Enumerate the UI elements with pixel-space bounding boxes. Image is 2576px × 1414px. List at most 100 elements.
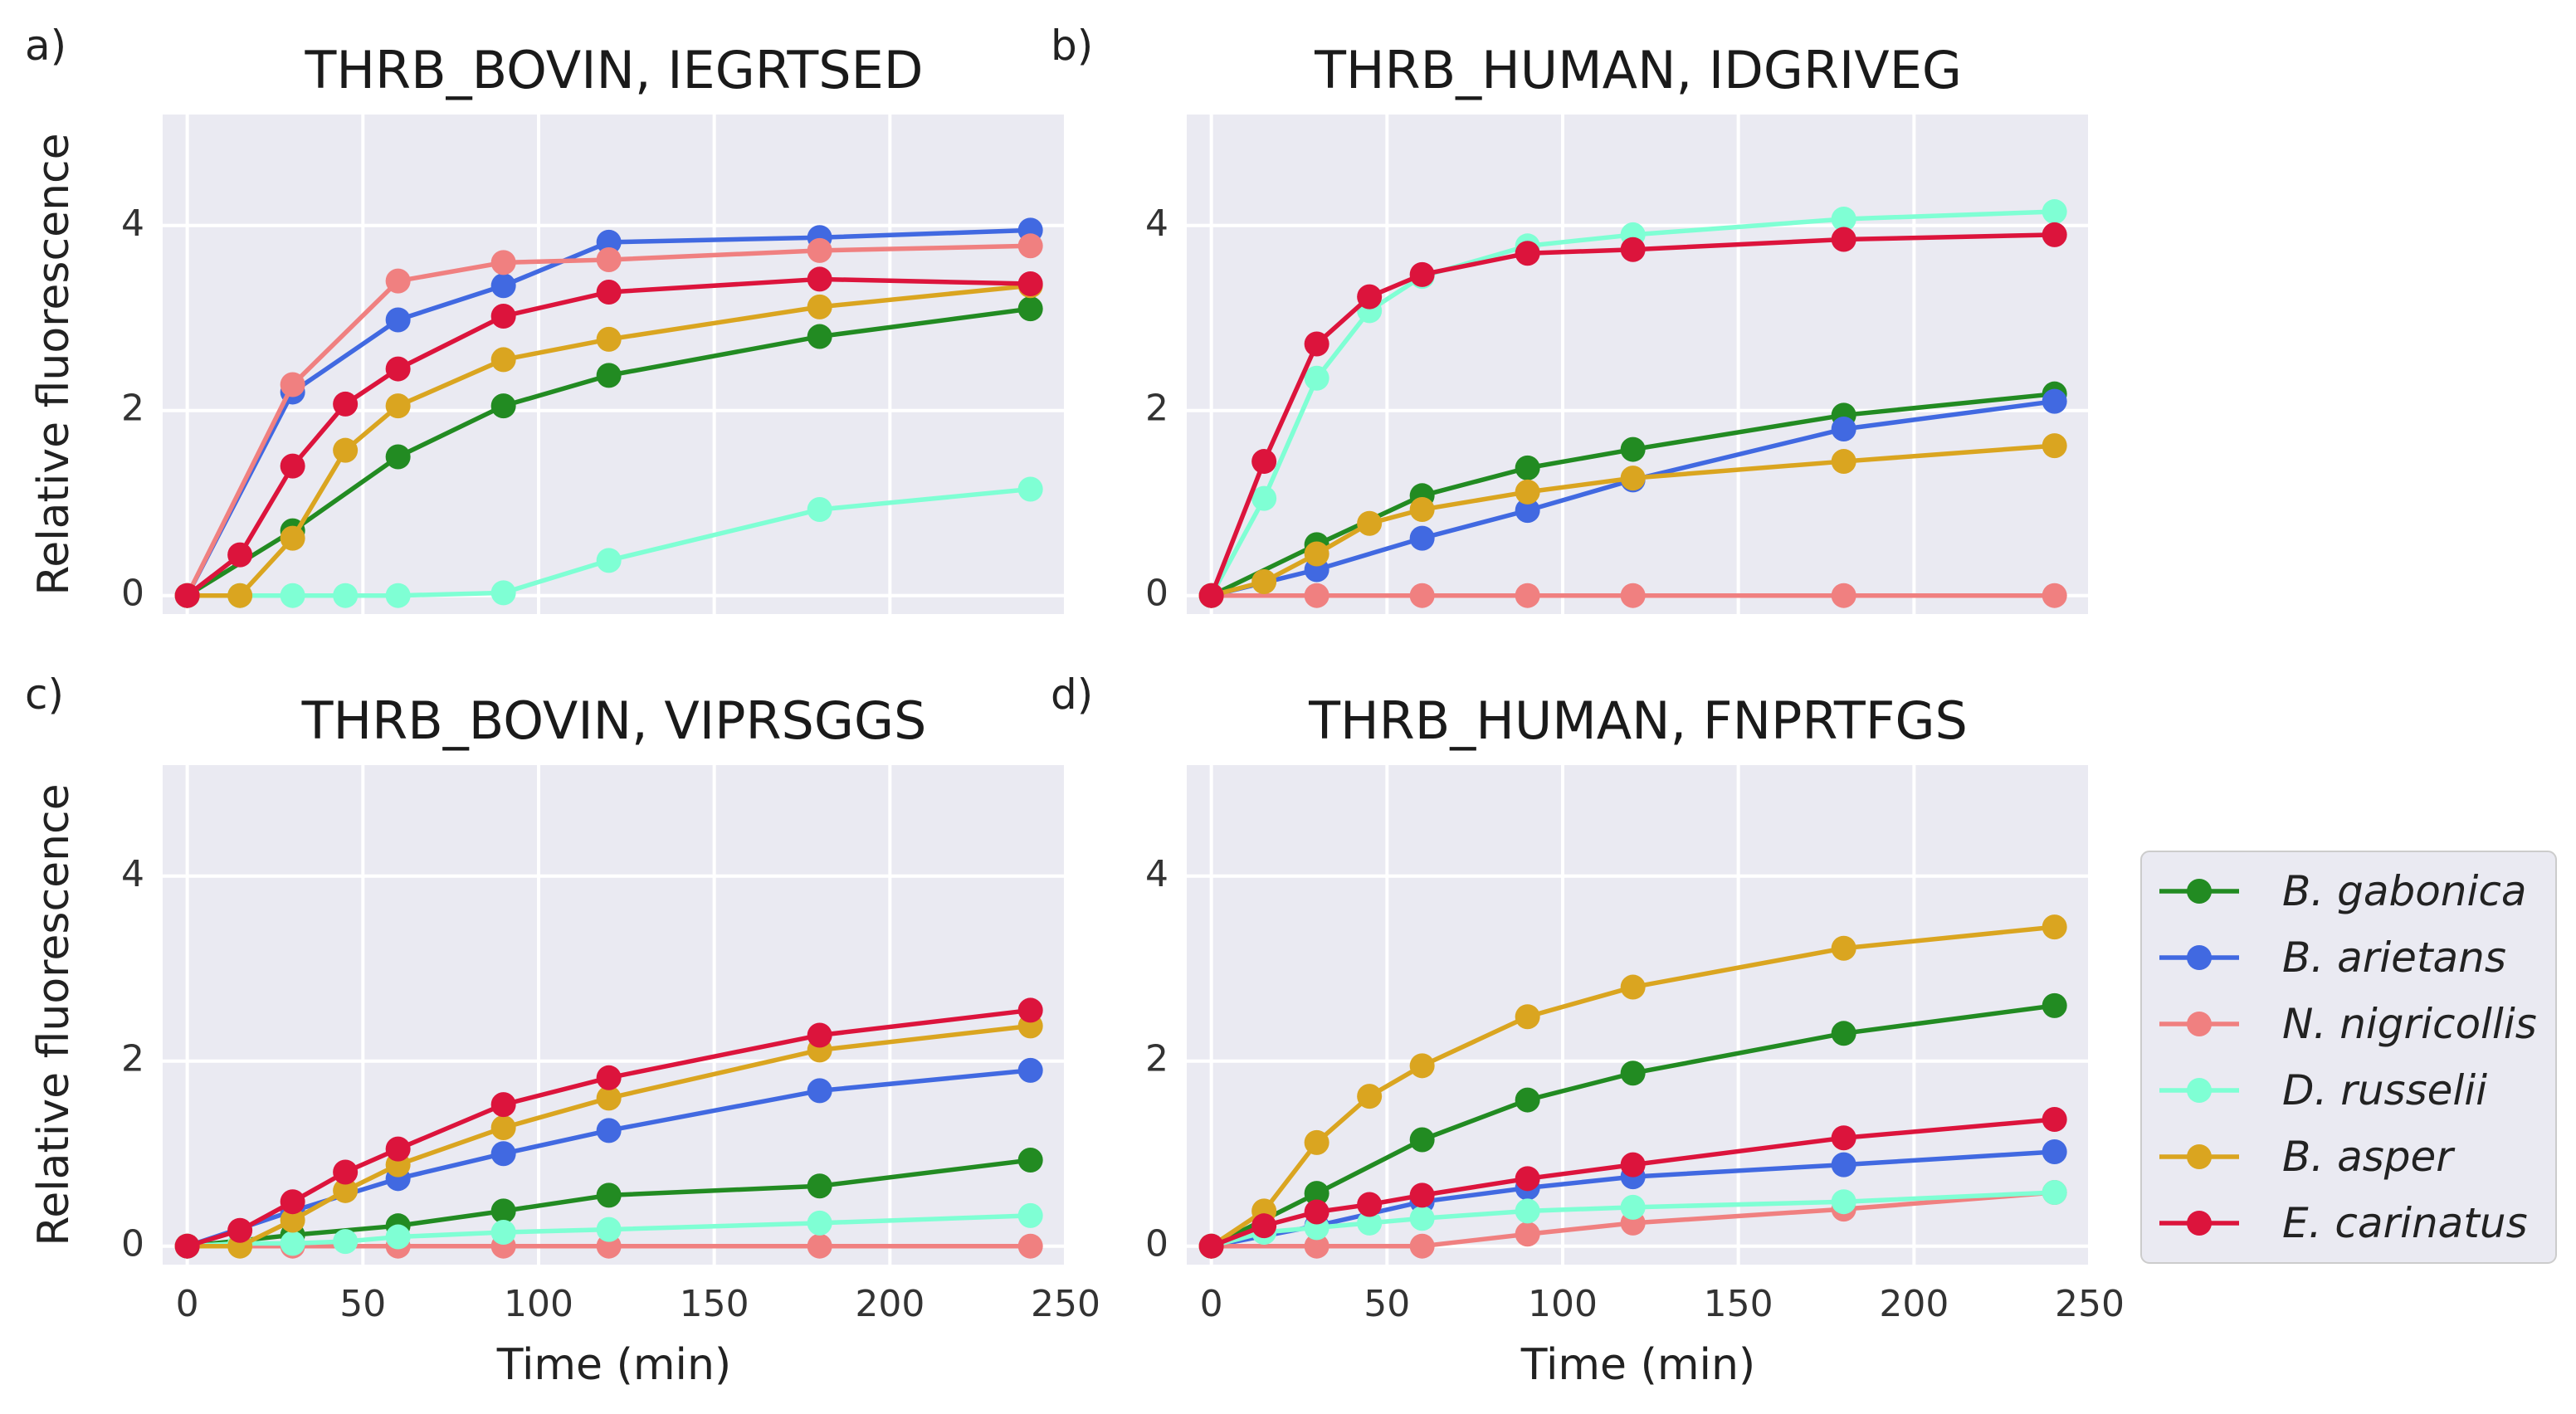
y-tick-label: 2: [121, 388, 144, 430]
legend-item: E. carinatus: [2159, 1199, 2528, 1247]
data-point: [280, 525, 305, 551]
data-point: [1515, 479, 1540, 505]
data-point: [1357, 284, 1383, 310]
data-point: [1831, 1125, 1856, 1151]
data-point: [1409, 1206, 1435, 1231]
data-point: [1304, 365, 1329, 391]
data-point: [596, 229, 622, 255]
legend-item: D. russelii: [2159, 1066, 2487, 1114]
panel-title: THRB_HUMAN, FNPRTFGS: [1308, 690, 1968, 751]
y-tick-label: 0: [1145, 1223, 1168, 1265]
data-point: [2042, 222, 2067, 247]
data-point: [1831, 1152, 1856, 1178]
panel-label: a): [25, 22, 66, 70]
panel-label: b): [1051, 22, 1093, 70]
legend-marker: [2187, 1078, 2212, 1103]
y-tick-label: 0: [121, 1223, 144, 1265]
data-point: [1017, 476, 1043, 502]
panel-title: THRB_BOVIN, IEGRTSED: [305, 40, 924, 100]
legend-marker: [2187, 879, 2212, 904]
data-point: [1357, 1084, 1383, 1109]
data-point: [1409, 1053, 1435, 1079]
data-point: [1620, 236, 1646, 262]
series-e-carinatus: [1198, 1106, 2067, 1259]
data-point: [1620, 1152, 1646, 1178]
data-point: [1251, 449, 1277, 475]
data-point: [1515, 1004, 1540, 1030]
panel-label: d): [1051, 670, 1093, 719]
legend-marker: [2187, 1012, 2212, 1036]
data-point: [490, 1092, 516, 1118]
data-point: [490, 1115, 516, 1141]
legend-item: B. arietans: [2159, 934, 2506, 982]
y-tick-label: 4: [1145, 853, 1168, 895]
data-point: [385, 268, 411, 294]
data-point: [596, 363, 622, 388]
data-point: [280, 1189, 305, 1215]
data-point: [333, 1178, 359, 1203]
data-point: [385, 583, 411, 608]
x-tick-label: 50: [1364, 1283, 1410, 1325]
y-axis-label: Relative fluorescence: [29, 783, 79, 1246]
data-point: [490, 304, 516, 329]
x-tick-label: 150: [680, 1283, 749, 1325]
data-point: [1409, 261, 1435, 287]
x-tick-label: 100: [504, 1283, 573, 1325]
x-tick-label: 250: [2055, 1283, 2125, 1325]
data-point: [596, 1182, 622, 1208]
data-point: [2042, 388, 2067, 414]
data-point: [1017, 1057, 1043, 1083]
data-point: [596, 1085, 622, 1111]
data-point: [807, 1078, 832, 1104]
data-point: [333, 391, 359, 417]
data-point: [1831, 417, 1856, 442]
data-point: [1357, 1210, 1383, 1236]
data-point: [1251, 1213, 1277, 1239]
x-tick-label: 200: [855, 1283, 925, 1325]
y-tick-label: 4: [1145, 202, 1168, 245]
series-e-carinatus: [174, 997, 1043, 1259]
data-point: [333, 583, 359, 608]
data-point: [1017, 296, 1043, 322]
panels-layer: 0 2 4 THRB_BOVIN, IEGRTSED a) Relative fluore…: [25, 22, 2125, 1390]
data-point: [1409, 1127, 1435, 1153]
data-point: [1409, 583, 1435, 608]
y-tick-label: 4: [121, 853, 144, 895]
data-point: [1620, 1060, 1646, 1086]
data-point: [1620, 436, 1646, 462]
legend-label: B. arietans: [2282, 934, 2506, 982]
data-point: [1515, 1198, 1540, 1224]
data-point: [280, 1231, 305, 1256]
data-point: [807, 266, 832, 292]
y-tick-label: 2: [1145, 388, 1168, 430]
data-point: [1304, 1199, 1329, 1225]
data-point: [1017, 997, 1043, 1023]
data-point: [1831, 206, 1856, 232]
data-point: [1515, 241, 1540, 266]
x-tick-label: 250: [1031, 1283, 1100, 1325]
data-point: [1017, 233, 1043, 259]
data-point: [174, 583, 200, 608]
data-point: [2042, 1180, 2067, 1206]
data-point: [1409, 525, 1435, 551]
data-point: [1198, 583, 1224, 608]
series-b-asper: [1198, 433, 2067, 608]
panel-d: 0 2 4 0 50 100 150 200 250 THRB_HUMAN, FNPRTFGS d)…: [1051, 670, 2125, 1390]
series-e-carinatus: [1198, 222, 2067, 608]
data-point: [596, 1065, 622, 1090]
legend-marker: [2187, 1211, 2212, 1236]
data-point: [807, 1233, 832, 1259]
legend-label: B. gabonica: [2282, 867, 2527, 915]
legend-item: B. asper: [2159, 1133, 2456, 1181]
data-point: [280, 372, 305, 397]
data-point: [2042, 992, 2067, 1018]
legend-item: N. nigricollis: [2159, 1000, 2537, 1048]
data-point: [596, 247, 622, 273]
data-point: [807, 324, 832, 349]
data-point: [1357, 1192, 1383, 1217]
data-point: [1831, 1021, 1856, 1046]
y-tick-label: 0: [121, 573, 144, 615]
x-tick-label: 150: [1704, 1283, 1773, 1325]
data-point: [385, 1224, 411, 1250]
